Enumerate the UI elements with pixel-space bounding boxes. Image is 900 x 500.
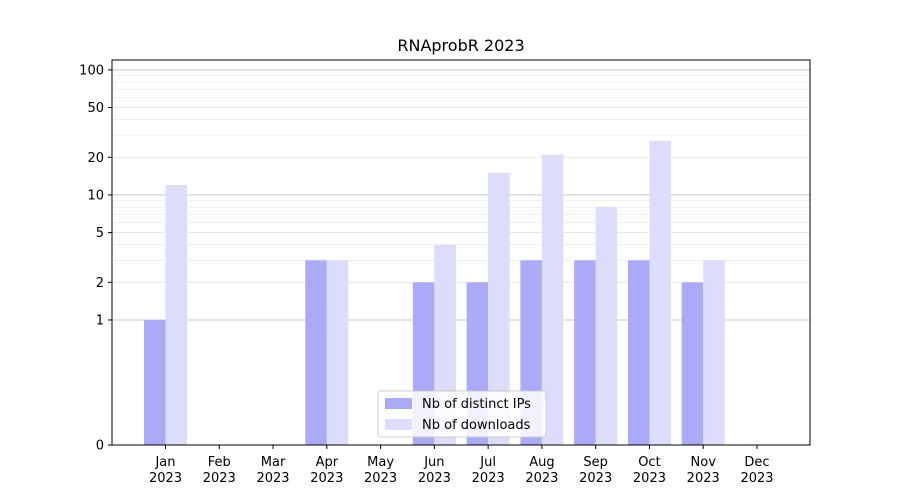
x-axis: Jan 2023 Feb 2023 Mar 2023 Apr 2023 May 2023 Jun 20…: [149, 445, 774, 486]
legend-swatch-downloads: [385, 419, 412, 430]
y-tick-label: 5: [96, 226, 104, 241]
x-tick-label: Aug 2023: [525, 455, 558, 486]
x-tick-label: Jun 2023: [418, 455, 451, 486]
y-tick-label: 20: [87, 151, 104, 166]
x-tick-label: Apr 2023: [310, 455, 343, 486]
y-tick-label: 10: [87, 188, 104, 203]
y-tick-label: 50: [87, 101, 104, 116]
y-axis: 0 1 2 5 10 20 50 100: [79, 63, 112, 454]
bar-downloads: [703, 260, 725, 445]
bar-downloads: [326, 260, 349, 445]
legend-box: [377, 390, 547, 438]
bars-layer: [144, 140, 725, 446]
x-tick-label: Jan 2023: [149, 455, 182, 486]
bar-distinct-ips: [305, 260, 327, 445]
bar-downloads: [649, 140, 671, 445]
x-tick-label: Mar 2023: [256, 455, 289, 486]
x-tick-label: Dec 2023: [740, 455, 773, 486]
x-tick-label: Jul 2023: [472, 455, 505, 486]
x-tick-label: Oct 2023: [633, 455, 666, 486]
bar-distinct-ips: [144, 319, 166, 445]
bar-downloads: [488, 172, 510, 445]
plot-frame: [111, 59, 811, 446]
legend-swatch-distinct-ips: [385, 398, 412, 409]
chart-title: RNAprobR 2023: [397, 36, 524, 55]
bar-distinct-ips: [681, 282, 704, 445]
bar-downloads: [165, 185, 187, 445]
x-tick-label: Nov 2023: [687, 455, 720, 486]
bar-downloads: [541, 154, 564, 446]
y-tick-label: 0: [96, 439, 104, 454]
legend-label-downloads: Nb of downloads: [422, 418, 531, 433]
x-tick-label: Feb 2023: [203, 455, 236, 486]
bar-distinct-ips: [574, 260, 596, 445]
y-tick-label: 2: [96, 276, 104, 291]
bar-downloads: [595, 207, 618, 445]
legend-label-distinct-ips: Nb of distinct IPs: [422, 397, 531, 412]
x-tick-label: May 2023: [364, 455, 397, 486]
legend: Nb of distinct IPs Nb of downloads: [377, 390, 547, 438]
y-tick-label: 100: [79, 63, 104, 78]
x-tick-label: Sep 2023: [579, 455, 612, 486]
bar-distinct-ips: [627, 260, 650, 445]
y-tick-label: 1: [96, 313, 104, 328]
